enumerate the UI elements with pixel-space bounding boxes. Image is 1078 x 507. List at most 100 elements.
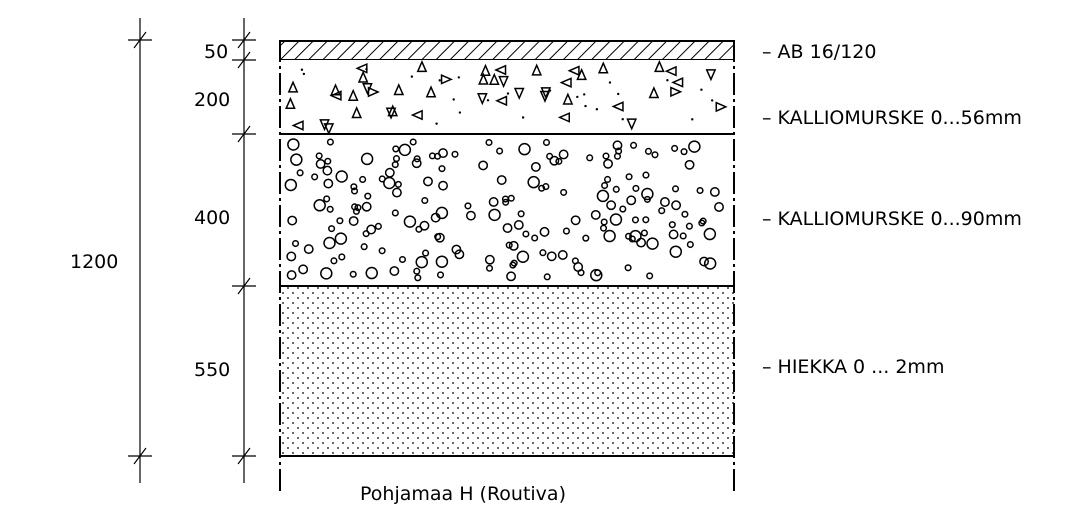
aggregate-triangle — [385, 107, 397, 120]
aggregate-circle — [555, 157, 563, 165]
aggregate-circle — [631, 216, 640, 224]
aggregate-dot — [410, 75, 414, 78]
layer-asphalt — [279, 40, 735, 61]
aggregate-circle — [290, 153, 303, 166]
aggregate-triangle — [478, 72, 489, 85]
aggregate-circle — [451, 244, 462, 255]
aggregate-circle — [465, 210, 476, 221]
aggregate-circle — [335, 170, 348, 183]
layer-thickness-dimension: 50 200 400 550 — [194, 18, 256, 483]
aggregate-circle — [287, 215, 298, 226]
aggregate-dot — [666, 79, 669, 82]
aggregate-circle — [378, 247, 386, 255]
aggregate-circle — [315, 159, 326, 169]
aggregate-circle — [668, 221, 676, 229]
aggregate-circle — [354, 204, 362, 212]
aggregate-circle — [454, 249, 465, 260]
aggregate-circle — [284, 178, 298, 192]
aggregate-circle — [628, 235, 636, 243]
aggregate-circle — [522, 230, 530, 238]
aggregate-circle — [360, 243, 368, 251]
aggregate-circle — [599, 224, 608, 232]
aggregate-triangle — [440, 73, 454, 85]
aggregate-circle — [570, 215, 581, 226]
aggregate-triangle — [664, 65, 677, 77]
aggregate-circle — [311, 173, 319, 181]
aggregate-circle — [434, 233, 442, 241]
aggregate-circle — [629, 229, 642, 243]
aggregate-circle — [603, 158, 613, 169]
aggregate-circle — [606, 200, 617, 211]
aggregate-circle — [603, 229, 616, 243]
aggregate-circle — [549, 155, 560, 166]
aggregate-circle — [703, 257, 717, 270]
aggregate-triangle — [626, 118, 638, 131]
aggregate-circle — [413, 155, 421, 163]
aggregate-circle — [590, 209, 601, 220]
aggregate-circle — [313, 199, 326, 212]
aggregate-circle — [484, 254, 495, 265]
aggregate-dot — [595, 108, 599, 111]
aggregate-circle — [359, 175, 367, 184]
aggregate-triangle — [648, 86, 660, 99]
aggregate-circle — [423, 176, 433, 187]
aggregate-circle — [322, 165, 333, 176]
layer-crushed-rock-90 — [280, 134, 734, 286]
aggregate-dot — [435, 122, 438, 125]
aggregate-triangle — [355, 62, 368, 74]
triangle-aggregate-fill — [285, 59, 728, 136]
aggregate-circle — [391, 161, 399, 169]
aggregate-circle — [464, 202, 472, 210]
aggregate-triangle — [416, 59, 428, 73]
layer-thickness-sand: 550 — [194, 359, 230, 381]
aggregate-circle — [668, 229, 679, 240]
aggregate-circle — [626, 195, 637, 206]
aggregate-circle — [374, 222, 382, 230]
layer-sand — [280, 286, 734, 456]
aggregate-circle — [496, 147, 504, 155]
aggregate-circle — [438, 180, 449, 191]
aggregate-circle — [352, 207, 360, 215]
aggregate-triangle — [611, 101, 624, 112]
aggregate-circle — [394, 180, 402, 188]
aggregate-circle — [546, 152, 554, 160]
aggregate-dot — [300, 68, 304, 71]
aggregate-circle — [669, 245, 683, 258]
aggregate-circle — [612, 185, 620, 193]
aggregate-circle — [636, 237, 647, 248]
aggregate-circle — [546, 251, 557, 262]
aggregate-triangle — [567, 65, 580, 77]
aggregate-circle — [679, 232, 687, 240]
aggregate-circle — [659, 197, 670, 207]
aggregate-circle — [350, 183, 358, 191]
aggregate-circle — [539, 249, 547, 257]
aggregate-dot — [584, 104, 587, 108]
aggregate-circle — [328, 225, 336, 233]
aggregate-circle — [586, 154, 594, 162]
aggregate-triangle — [319, 119, 330, 132]
aggregate-circle — [398, 143, 412, 157]
aggregate-circle — [632, 184, 640, 192]
aggregate-circle — [413, 267, 421, 275]
aggregate-circle — [502, 198, 510, 206]
aggregate-circle — [680, 148, 688, 156]
aggregate-circle — [496, 175, 507, 185]
aggregate-circle — [714, 202, 724, 212]
aggregate-circle — [602, 152, 610, 160]
aggregate-triangle — [362, 82, 373, 96]
aggregate-circle — [560, 188, 568, 196]
aggregate-triangle — [705, 69, 717, 82]
aggregate-circle — [557, 250, 568, 260]
aggregate-circle — [485, 138, 493, 147]
aggregate-circle — [630, 141, 638, 149]
aggregate-triangle — [285, 96, 296, 110]
aggregate-circle — [619, 205, 627, 213]
aggregate-circle — [517, 210, 525, 218]
aggregate-dot — [452, 98, 455, 101]
aggregate-circle — [699, 217, 707, 225]
aggregate-circle — [624, 264, 632, 272]
aggregate-circle — [696, 186, 704, 195]
aggregate-triangle — [531, 63, 543, 76]
aggregate-circle — [286, 251, 297, 262]
aggregate-triangle — [287, 80, 299, 93]
